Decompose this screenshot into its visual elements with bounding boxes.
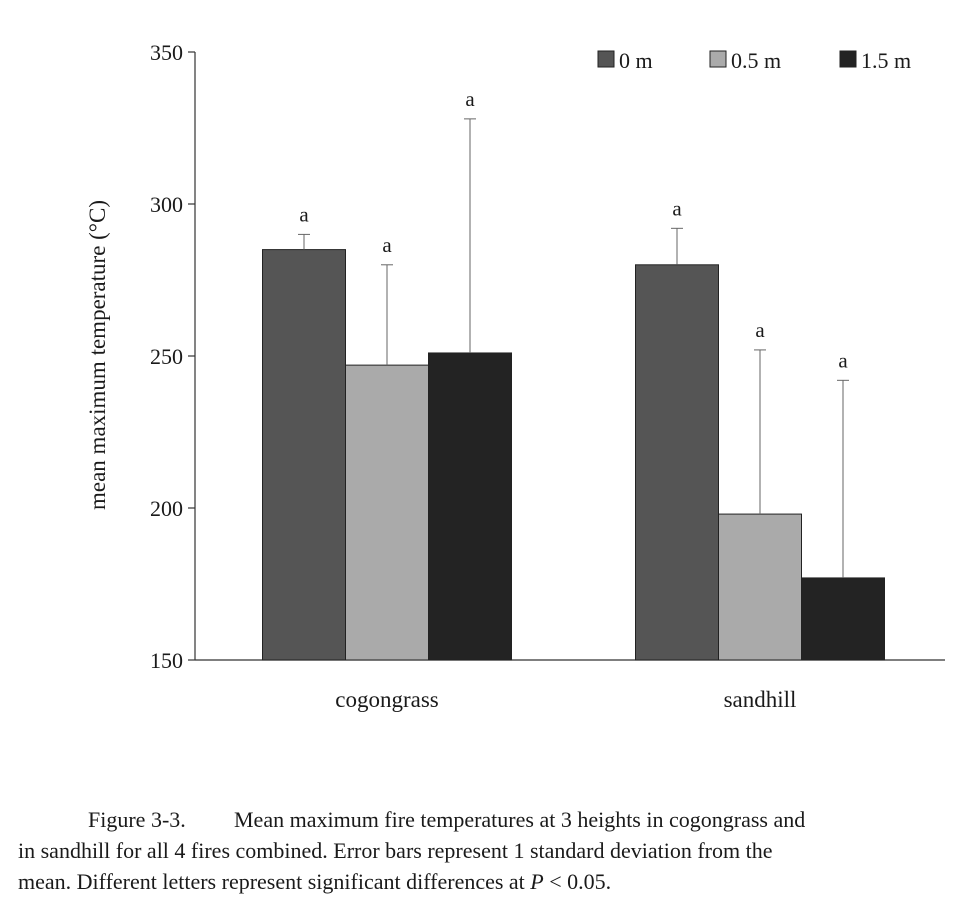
y-tick-label: 350 [150, 40, 183, 65]
caption-line-3-end: < 0.05. [543, 869, 612, 894]
p-symbol: P [530, 869, 544, 894]
significance-letter: a [299, 202, 309, 226]
x-category-label: sandhill [724, 687, 797, 712]
y-tick-label: 200 [150, 496, 183, 521]
y-tick-label: 300 [150, 192, 183, 217]
y-axis-label: mean maximum temperature (°C) [85, 200, 110, 510]
significance-letter: a [672, 196, 682, 220]
legend: 0 m 0.5 m 1.5 m [597, 48, 911, 73]
bar-chart: 150 200 250 300 350 a a a cogongrass a a a sandhill… [85, 40, 945, 712]
y-axis: 150 200 250 300 350 [150, 40, 196, 673]
bars: a a a cogongrass a a a sandhill [262, 87, 885, 712]
caption-line-1-text: Mean maximum fire temperatures at 3 heig… [234, 807, 806, 832]
bar-cogongrass-1 [345, 364, 429, 661]
caption-line-2: in sandhill for all 4 fires combined. Er… [18, 838, 773, 863]
y-tick-label: 150 [150, 648, 183, 673]
figure-caption: Figure 3-3. Mean maximum fire temperature… [18, 804, 928, 897]
bar-sandhill-1 [718, 513, 802, 661]
x-category-label: cogongrass [335, 687, 439, 712]
figure-label: Figure 3-3. [88, 807, 186, 832]
y-tick-label: 250 [150, 344, 183, 369]
bar-sandhill-2 [801, 577, 885, 661]
legend-label: 0 m [619, 48, 653, 73]
bar-sandhill-0 [635, 264, 719, 661]
legend-swatch [839, 50, 857, 68]
bar-cogongrass-2 [428, 352, 512, 661]
bar-cogongrass-0 [262, 249, 346, 661]
legend-label: 0.5 m [731, 48, 781, 73]
caption-line-3: mean. Different letters represent signif… [18, 869, 611, 894]
caption-line-3-text: mean. Different letters represent signif… [18, 869, 531, 894]
legend-swatch [709, 50, 727, 68]
significance-letter: a [838, 348, 848, 372]
caption-line-1: Figure 3-3. Mean maximum fire temperature… [18, 804, 928, 835]
legend-label: 1.5 m [861, 48, 911, 73]
significance-letter: a [465, 87, 475, 111]
legend-swatch [597, 50, 615, 68]
significance-letter: a [755, 318, 765, 342]
significance-letter: a [382, 233, 392, 257]
